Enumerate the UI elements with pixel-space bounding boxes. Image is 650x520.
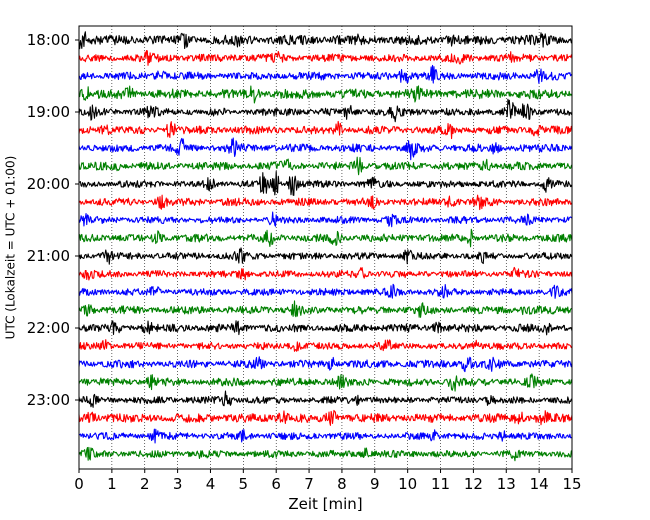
- seismic-trace-1830: [78, 64, 573, 84]
- y-tick-label: 23:00: [27, 391, 70, 409]
- seismic-trace-2115: [78, 266, 573, 281]
- x-tick-label: 13: [497, 475, 516, 493]
- seismic-trace-1800: [78, 31, 573, 50]
- seismic-trace-1930: [78, 137, 573, 161]
- seismic-trace-2200: [78, 320, 573, 336]
- y-tick-label: 22:00: [27, 319, 70, 337]
- x-tick-label: 6: [271, 475, 281, 493]
- x-tick-label: 12: [464, 475, 483, 493]
- plot-frame: [78, 25, 573, 470]
- x-tick-label: 15: [562, 475, 581, 493]
- seismic-trace-1815: [78, 50, 573, 66]
- x-tick-label: 14: [530, 475, 549, 493]
- x-tick-label: 1: [107, 475, 117, 493]
- seismic-trace-2315: [78, 409, 573, 426]
- y-tick-label: 21:00: [27, 247, 70, 265]
- trace-layer: [78, 31, 573, 462]
- x-tick-label: 4: [206, 475, 216, 493]
- seismic-trace-2145: [78, 300, 573, 318]
- seismic-trace-2130: [78, 283, 573, 299]
- x-tick-label: 11: [431, 475, 450, 493]
- x-tick-label: 5: [239, 475, 249, 493]
- seismic-trace-2015: [78, 194, 573, 211]
- x-tick-label: 0: [74, 475, 84, 493]
- seismic-trace-2345: [78, 446, 573, 462]
- x-tick-label: 2: [140, 475, 150, 493]
- x-tick-label: 9: [370, 475, 380, 493]
- seismic-trace-2215: [79, 339, 573, 352]
- seismic-trace-2245: [78, 373, 573, 392]
- seismic-trace-1900: [78, 98, 573, 123]
- tick-layer: 0 1 2 3 4 5 6 7 8 9 10 11 12 13 14 1518:0019:0020:0021:…: [27, 31, 582, 493]
- seismic-trace-2000: [78, 170, 573, 196]
- seismic-trace-1945: [78, 156, 573, 176]
- x-tick-label: 7: [304, 475, 314, 493]
- x-tick-label: 10: [398, 475, 417, 493]
- y-tick-label: 18:00: [27, 31, 70, 49]
- seismic-trace-1915: [78, 120, 573, 140]
- grid-lines: [111, 26, 540, 469]
- seismic-trace-2045: [78, 228, 573, 248]
- x-tick-label: 3: [173, 475, 183, 493]
- seismic-trace-2300: [78, 390, 573, 408]
- y-tick-label: 20:00: [27, 175, 70, 193]
- seismic-trace-2230: [78, 356, 573, 373]
- y-tick-label: 19:00: [27, 103, 70, 121]
- seismic-trace-2100: [78, 247, 573, 265]
- x-tick-label: 8: [337, 475, 347, 493]
- y-axis-label: UTC (Lokalzeit = UTC + 01:00): [4, 156, 18, 340]
- seismic-trace-2030: [78, 211, 573, 228]
- seismic-trace-2330: [78, 428, 573, 444]
- seismic-trace-1845: [78, 85, 573, 104]
- x-axis-label: Zeit [min]: [288, 495, 362, 513]
